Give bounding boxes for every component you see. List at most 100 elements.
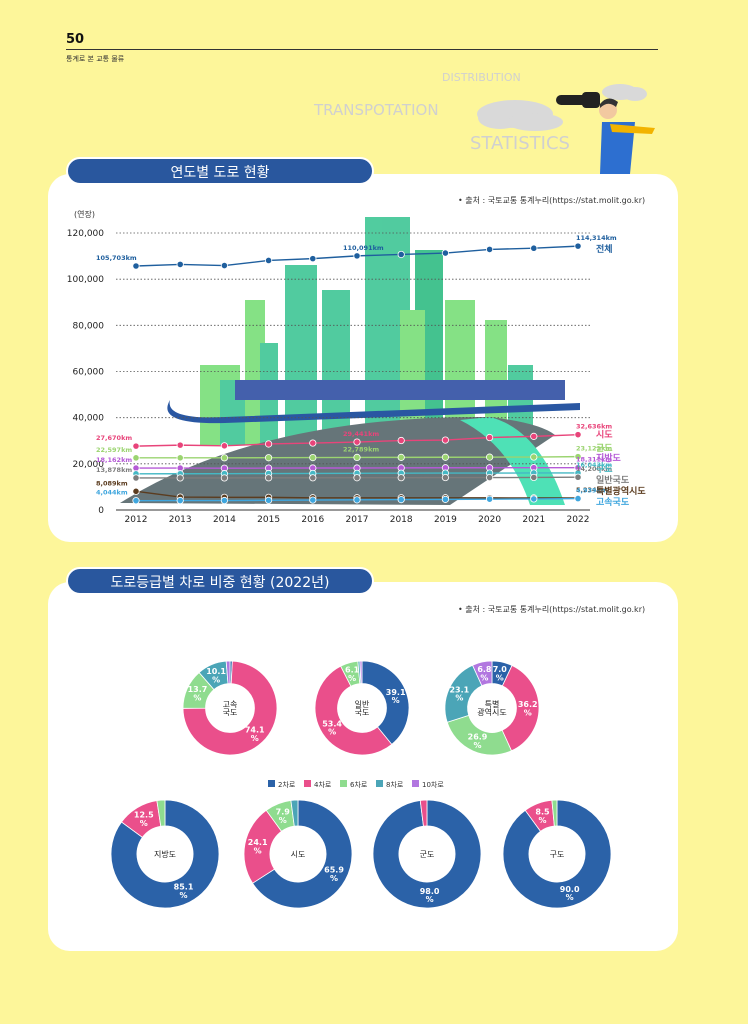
series-point — [485, 473, 494, 482]
series-point — [441, 473, 449, 482]
page-subtitle: 통계로 본 교통 물류 — [66, 55, 125, 63]
legend-label: 4차로 — [314, 780, 332, 789]
series-point — [574, 431, 582, 439]
slice-label: 12.5% — [134, 811, 154, 828]
point-label: 4,939km — [576, 487, 608, 495]
series-point — [132, 454, 140, 462]
point-label: 14,200km — [576, 465, 612, 473]
y-tick-label: 40,000 — [73, 414, 105, 424]
series-point — [530, 244, 538, 252]
donut-4: 85.1 % 12.5 % 지방도 — [110, 799, 220, 909]
donut-center-label: 특별 광역시도 — [477, 699, 506, 717]
series-point — [574, 494, 582, 503]
decor-transportation: TRANSPOTATION — [314, 101, 439, 119]
series-point — [309, 454, 317, 462]
series-point — [353, 453, 361, 461]
donut-slice — [501, 664, 540, 752]
legend-label: 2차로 — [278, 780, 296, 789]
header-illustration — [477, 84, 655, 174]
series-name-label: 시도 — [596, 430, 613, 441]
donut-2: 39.1 % 53.4 % 6.1 % 일반 국도 — [314, 660, 410, 756]
point-label: 23,121km — [576, 445, 612, 453]
city-road-illustration — [120, 217, 580, 505]
series-point — [176, 441, 184, 449]
y-tick-label: 20,000 — [73, 460, 105, 470]
series-point — [176, 260, 184, 268]
donut-3: 7.0 % 36.2 % 26.9 % 23.1 % 6.8 % 특별 광역시도 — [444, 660, 540, 756]
donut-slice — [156, 799, 166, 827]
x-tick-label: 2015 — [257, 515, 280, 525]
series-point — [574, 453, 582, 461]
section-title-road-status: 연도별 도로 현황 — [66, 157, 374, 185]
donut-center-label: 일반 국도 — [355, 700, 370, 717]
donut-1: 74.1 % 13.7 %10.1 % 고속 국도 — [182, 660, 278, 756]
point-label: 32,636km — [576, 423, 612, 431]
slice-label: 26.9% — [468, 732, 488, 749]
series-point — [309, 255, 317, 263]
series-point — [176, 474, 184, 482]
series-point — [353, 496, 361, 504]
slice-label: 24.1% — [248, 838, 268, 855]
series-name-label: 일반국도 — [596, 474, 630, 486]
x-tick-label: 2014 — [213, 515, 236, 525]
series-point — [441, 436, 449, 444]
series-point — [530, 432, 538, 440]
slice-label: 7.0% — [493, 665, 508, 682]
point-label: 22,789km — [343, 445, 379, 453]
slice-label: 85.1% — [174, 882, 194, 899]
x-tick-label: 2013 — [169, 515, 192, 525]
series-point — [397, 474, 405, 482]
donut-center-label: 군도 — [420, 850, 435, 859]
donut-center-label: 구도 — [550, 850, 565, 859]
series-point — [397, 436, 405, 445]
donut-slice — [372, 799, 482, 909]
series-point — [485, 433, 494, 442]
donut-slice — [551, 799, 558, 827]
series-point — [353, 438, 361, 446]
series-point — [574, 473, 582, 481]
series-point — [265, 496, 273, 504]
series-point — [441, 249, 449, 257]
legend-swatch — [412, 780, 419, 787]
source-note-1: • 출처 : 국토교통 통계누리(https://stat.molit.go.k… — [458, 196, 646, 205]
series-name-label: 고속국도 — [596, 496, 630, 508]
legend-swatch — [304, 780, 311, 787]
legend-swatch — [376, 780, 383, 787]
series-point — [530, 495, 538, 503]
donut-slice — [502, 799, 612, 909]
point-label: 16,043km — [576, 461, 612, 469]
series-point — [220, 442, 228, 450]
series-point — [485, 495, 494, 503]
donut-center-label: 시도 — [291, 850, 306, 859]
series-point — [530, 453, 538, 461]
series-point — [132, 474, 140, 482]
x-tick-label: 2021 — [522, 515, 545, 525]
series-point — [132, 497, 140, 505]
point-label: 105,703km — [96, 254, 137, 262]
x-tick-label: 2020 — [478, 515, 501, 525]
y-tick-label: 60,000 — [73, 368, 105, 378]
y-tick-label: 120,000 — [67, 229, 104, 239]
series-point — [265, 454, 273, 462]
series-point — [485, 453, 494, 461]
series-name-label: 지방도 — [596, 452, 622, 464]
series-name-label: 전체 — [596, 243, 613, 255]
series-point — [265, 440, 273, 448]
legend-label: 8차로 — [386, 780, 404, 789]
section-title-lane-share: 도로등급별 차로 비중 현황 (2022년) — [66, 567, 374, 595]
series-point — [265, 256, 273, 265]
point-label: 110,091km — [343, 244, 384, 252]
slice-label: 23.1% — [449, 685, 469, 702]
series-point — [309, 496, 317, 504]
donut-slice — [252, 799, 353, 909]
donut-slice — [361, 660, 410, 745]
series-point — [309, 474, 317, 482]
series-point — [132, 487, 140, 495]
series-point — [397, 453, 405, 461]
slice-label: 7.9% — [276, 808, 291, 825]
donut-slice — [419, 799, 428, 827]
series-point — [220, 496, 228, 505]
series-point — [265, 474, 273, 482]
series-point — [353, 252, 361, 260]
slice-label: 53.4% — [322, 719, 342, 736]
